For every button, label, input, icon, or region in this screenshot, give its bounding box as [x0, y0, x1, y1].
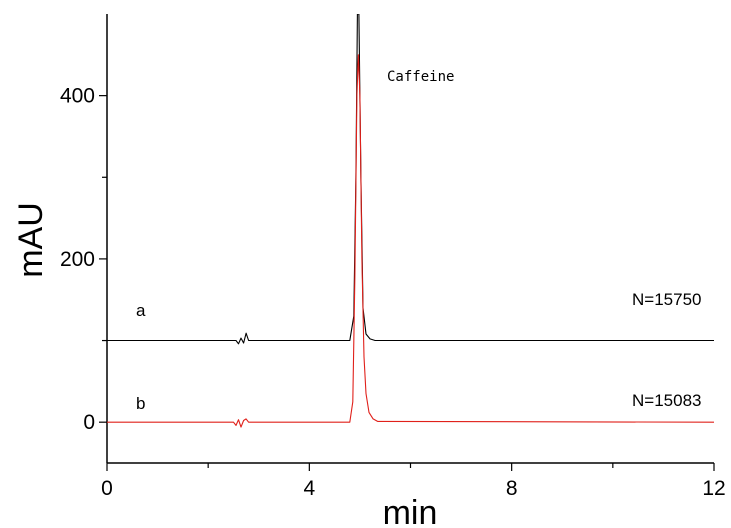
- x-tick-label: 12: [702, 477, 725, 500]
- peak-label-caffeine: Caffeine: [387, 69, 454, 85]
- y-axis-title: mAU: [12, 202, 50, 278]
- y-tick-label: 200: [60, 248, 95, 271]
- x-tick-label: 4: [303, 477, 315, 500]
- x-axis-title: min: [383, 494, 438, 528]
- y-tick-label: 0: [83, 411, 95, 434]
- axes: 0 4 8 12 0 200 400: [60, 14, 726, 500]
- x-tick-label: 0: [101, 477, 113, 500]
- trace-b: [107, 54, 714, 428]
- trace-label-b: b: [136, 394, 145, 413]
- y-tick-label: 400: [60, 85, 95, 108]
- trace-label-a: a: [136, 301, 146, 320]
- x-tick-label: 8: [506, 477, 518, 500]
- plate-count-a: N=15750: [632, 290, 701, 309]
- trace-a: [107, 14, 714, 345]
- series-layer: [107, 14, 714, 428]
- plate-count-b: N=15083: [632, 391, 701, 410]
